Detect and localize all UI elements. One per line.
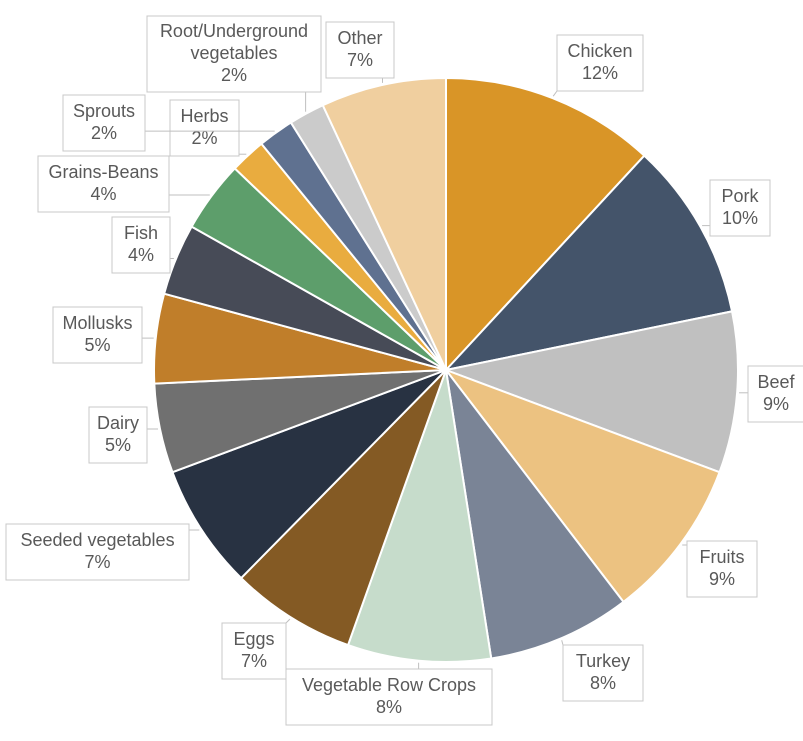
callout-box-herbs xyxy=(169,99,240,157)
slice-value-label: 12% xyxy=(582,63,618,83)
slice-name-label: vegetables xyxy=(190,43,277,63)
callout-box-sprouts xyxy=(62,94,146,152)
callout-box-chicken xyxy=(556,34,644,92)
slice-label-eggs: Eggs 7% xyxy=(233,629,274,671)
slice-value-label: 2% xyxy=(221,65,247,85)
pie-slice-beef xyxy=(442,310,739,474)
callout-box-dairy xyxy=(88,406,148,464)
callout-box-fish xyxy=(111,216,171,274)
slice-value-label: 7% xyxy=(84,552,110,572)
slice-name-label: Herbs xyxy=(180,106,228,126)
slice-value-label: 5% xyxy=(105,435,131,455)
pie-slice-vegetable-row-crops xyxy=(346,369,493,663)
slice-value-label: 4% xyxy=(90,184,116,204)
pie-slice-turkey xyxy=(445,369,625,660)
pie-slice-chicken xyxy=(445,76,646,373)
slice-name-label: Fruits xyxy=(700,547,745,567)
slice-label-fish: Fish 4% xyxy=(124,223,158,265)
slice-label-seeded-vegetables: Seeded vegetables 7% xyxy=(20,530,174,572)
slice-name-label: Vegetable Row Crops xyxy=(302,675,476,695)
slice-name-label: Chicken xyxy=(567,41,632,61)
callout-box-fruits xyxy=(686,540,758,598)
slice-name-label: Fish xyxy=(124,223,158,243)
slice-value-label: 9% xyxy=(709,569,735,589)
slice-name-label: Eggs xyxy=(233,629,274,649)
slice-value-label: 10% xyxy=(722,208,758,228)
callout-box-turkey xyxy=(562,644,644,702)
pie-slice-eggs xyxy=(239,369,447,647)
slice-name-label: Seeded vegetables xyxy=(20,530,174,550)
slice-name-label: Beef xyxy=(757,372,795,392)
slice-name-label: Turkey xyxy=(576,651,630,671)
slice-label-chicken: Chicken 12% xyxy=(567,41,632,83)
callout-box-root-underground-vegetables xyxy=(146,15,322,93)
slice-name-label: Dairy xyxy=(97,413,139,433)
slice-label-dairy: Dairy 5% xyxy=(97,413,139,455)
slice-value-label: 8% xyxy=(376,697,402,717)
slice-label-grains-beans: Grains-Beans 4% xyxy=(48,162,158,204)
slice-value-label: 5% xyxy=(84,335,110,355)
slice-label-root-underground-vegetables: Root/Underground vegetables 2% xyxy=(160,21,308,85)
pie-slice-seeded-vegetables xyxy=(171,369,447,580)
leader-line-eggs xyxy=(285,618,291,624)
slice-label-mollusks: Mollusks 5% xyxy=(62,313,132,355)
callout-box-beef xyxy=(747,365,803,423)
callout-box-seeded-vegetables xyxy=(5,523,190,581)
slice-name-label: Grains-Beans xyxy=(48,162,158,182)
slice-name-label: Other xyxy=(337,28,382,48)
slice-label-pork: Pork 10% xyxy=(721,186,759,228)
slice-label-herbs: Herbs 2% xyxy=(180,106,228,148)
slice-name-label: Mollusks xyxy=(62,313,132,333)
pie-slice-pork xyxy=(443,154,734,372)
callout-box-grains-beans xyxy=(37,155,170,213)
callout-box-pork xyxy=(709,179,771,237)
slice-label-sprouts: Sprouts 2% xyxy=(73,101,135,143)
leader-line-chicken xyxy=(552,90,558,97)
slice-name-label: Sprouts xyxy=(73,101,135,121)
pie-slices xyxy=(153,76,739,663)
slice-label-other: Other 7% xyxy=(337,28,382,70)
slice-value-label: 8% xyxy=(590,673,616,693)
slice-value-label: 7% xyxy=(241,651,267,671)
slice-label-turkey: Turkey 8% xyxy=(576,651,630,693)
slice-name-label: Pork xyxy=(721,186,759,206)
pie-slice-fruits xyxy=(443,367,721,604)
slice-value-label: 7% xyxy=(347,50,373,70)
leader-line-turkey xyxy=(561,640,564,646)
slice-value-label: 2% xyxy=(91,123,117,143)
slice-callouts: Chicken 12%Pork 10%Beef 9%Fruits 9%Turkey 8%V… xyxy=(5,15,803,726)
slice-value-label: 9% xyxy=(763,394,789,414)
slice-label-beef: Beef 9% xyxy=(757,372,795,414)
slice-value-label: 2% xyxy=(191,128,217,148)
slice-value-label: 4% xyxy=(128,245,154,265)
slice-label-fruits: Fruits 9% xyxy=(700,547,745,589)
callout-box-other xyxy=(325,21,395,79)
callout-box-eggs xyxy=(221,622,287,680)
slice-label-vegetable-row-crops: Vegetable Row Crops 8% xyxy=(302,675,476,717)
callout-box-mollusks xyxy=(52,306,143,364)
pie-slice-other xyxy=(321,76,447,371)
slice-name-label: Root/Underground xyxy=(160,21,308,41)
callout-box-vegetable-row-crops xyxy=(285,668,493,726)
